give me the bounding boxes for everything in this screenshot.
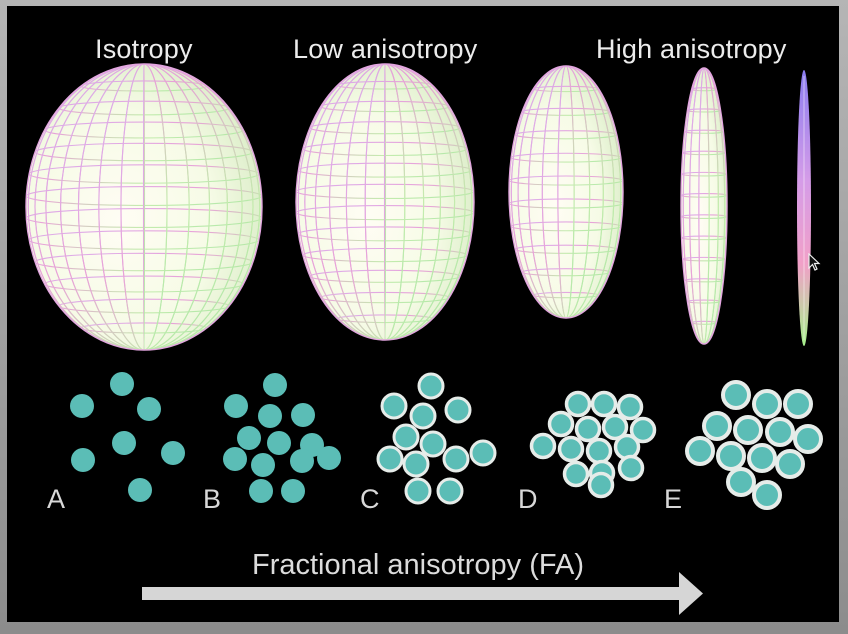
fiber-group-d xyxy=(529,390,657,499)
axon-circle xyxy=(564,390,592,418)
axon-circle xyxy=(71,448,95,472)
axon-circle xyxy=(585,437,613,465)
axon-circle xyxy=(112,431,136,455)
ellipsoid-isotropy xyxy=(25,63,263,351)
panel-letter-d: D xyxy=(518,484,538,514)
ellipsoid-high xyxy=(680,67,728,345)
axon-circle xyxy=(562,460,590,488)
axon-circle xyxy=(258,404,282,428)
axon-circle xyxy=(419,430,447,458)
panel-letter-b: B xyxy=(203,484,222,514)
diagram-graphics xyxy=(25,63,823,615)
axon-circle xyxy=(574,415,602,443)
ellipsoid-medium xyxy=(508,65,624,319)
ellipsoid-rod xyxy=(797,70,811,346)
axon-circle xyxy=(590,390,618,418)
axon-circle xyxy=(721,380,751,410)
panel-letter-e: E xyxy=(664,484,683,514)
axon-circle xyxy=(601,413,629,441)
ellipsoid-low-anisotropy xyxy=(295,63,475,341)
axon-circle xyxy=(404,477,432,505)
axon-circle xyxy=(783,389,813,419)
axon-circle xyxy=(733,415,763,445)
axon-circle xyxy=(702,411,732,441)
axon-circle xyxy=(752,480,782,510)
axon-circle xyxy=(529,432,557,460)
axon-circle xyxy=(726,467,756,497)
axon-circle xyxy=(469,439,497,467)
axon-circle xyxy=(587,471,615,499)
axon-circle xyxy=(224,394,248,418)
axon-circle xyxy=(392,423,420,451)
axon-circle xyxy=(716,441,746,471)
axon-circle xyxy=(110,372,134,396)
heading-isotropy: Isotropy xyxy=(95,34,193,64)
axon-circle xyxy=(161,441,185,465)
fiber-group-a xyxy=(70,372,185,502)
fiber-group-c xyxy=(376,372,497,505)
axon-circle xyxy=(291,403,315,427)
axon-circle xyxy=(775,449,805,479)
heading-high-anisotropy: High anisotropy xyxy=(596,34,787,64)
panel-letter-a: A xyxy=(47,484,66,514)
axon-circle xyxy=(409,402,437,430)
axon-circle xyxy=(444,396,472,424)
axon-circle xyxy=(417,372,445,400)
axon-circle xyxy=(752,389,782,419)
fa-arrow-shaft xyxy=(142,587,687,600)
axon-circle xyxy=(617,454,645,482)
axon-circle xyxy=(128,478,152,502)
axon-circle xyxy=(317,446,341,470)
axon-circle xyxy=(402,450,430,478)
axon-circle xyxy=(376,445,404,473)
axon-circle xyxy=(70,394,94,418)
diagram-slide: Isotropy Low anisotropy High anisotropy xyxy=(7,6,839,622)
fa-axis-label: Fractional anisotropy (FA) xyxy=(252,549,585,581)
axon-circle xyxy=(290,449,314,473)
axon-circle xyxy=(380,392,408,420)
axon-circle xyxy=(557,435,585,463)
axon-circle xyxy=(223,447,247,471)
axon-circle xyxy=(267,431,291,455)
axon-circle xyxy=(436,477,464,505)
axon-circle xyxy=(263,373,287,397)
axon-circle xyxy=(685,436,715,466)
axon-circle xyxy=(547,410,575,438)
fiber-group-e xyxy=(685,380,823,510)
heading-low-anisotropy: Low anisotropy xyxy=(293,34,478,64)
axon-circle xyxy=(281,479,305,503)
panel-letter-c: C xyxy=(360,484,380,514)
axon-circle xyxy=(442,445,470,473)
axon-circle xyxy=(629,416,657,444)
axon-circle xyxy=(237,426,261,450)
axon-circle xyxy=(765,417,795,447)
axon-circle xyxy=(613,433,641,461)
fiber-group-b xyxy=(223,373,341,503)
axon-circle xyxy=(747,443,777,473)
axon-circle xyxy=(251,453,275,477)
mouse-cursor-icon xyxy=(808,253,821,271)
axon-circle xyxy=(616,393,644,421)
fa-arrow xyxy=(142,572,703,615)
axon-circle xyxy=(137,397,161,421)
axon-circle xyxy=(793,424,823,454)
axon-circle xyxy=(249,479,273,503)
fa-arrow-head xyxy=(679,572,703,615)
